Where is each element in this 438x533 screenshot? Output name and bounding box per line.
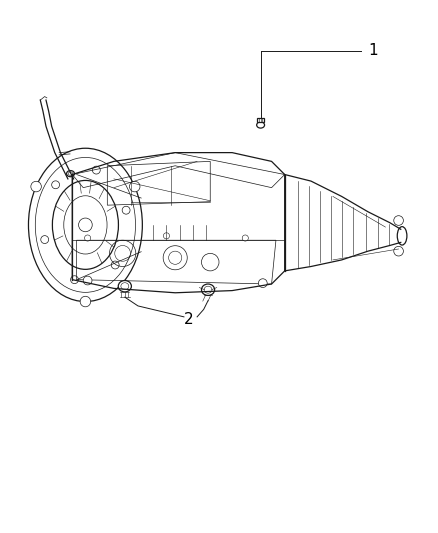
Ellipse shape bbox=[118, 280, 131, 292]
Circle shape bbox=[92, 166, 100, 174]
Circle shape bbox=[122, 206, 130, 214]
Circle shape bbox=[31, 181, 41, 192]
Text: 1: 1 bbox=[368, 43, 378, 58]
Circle shape bbox=[130, 181, 140, 192]
Circle shape bbox=[111, 261, 119, 269]
Ellipse shape bbox=[204, 286, 212, 293]
Circle shape bbox=[85, 235, 91, 241]
Circle shape bbox=[242, 235, 248, 241]
FancyBboxPatch shape bbox=[257, 118, 264, 122]
Circle shape bbox=[78, 218, 92, 232]
Circle shape bbox=[163, 233, 170, 239]
Circle shape bbox=[394, 216, 403, 225]
Ellipse shape bbox=[201, 284, 215, 295]
Circle shape bbox=[41, 236, 49, 244]
Ellipse shape bbox=[397, 227, 407, 245]
Ellipse shape bbox=[257, 122, 265, 128]
Circle shape bbox=[71, 276, 78, 284]
Circle shape bbox=[258, 279, 267, 287]
Circle shape bbox=[80, 296, 91, 307]
Circle shape bbox=[52, 181, 60, 189]
Circle shape bbox=[83, 276, 92, 285]
Text: 2: 2 bbox=[184, 312, 193, 327]
Circle shape bbox=[394, 246, 403, 256]
Ellipse shape bbox=[121, 282, 129, 290]
